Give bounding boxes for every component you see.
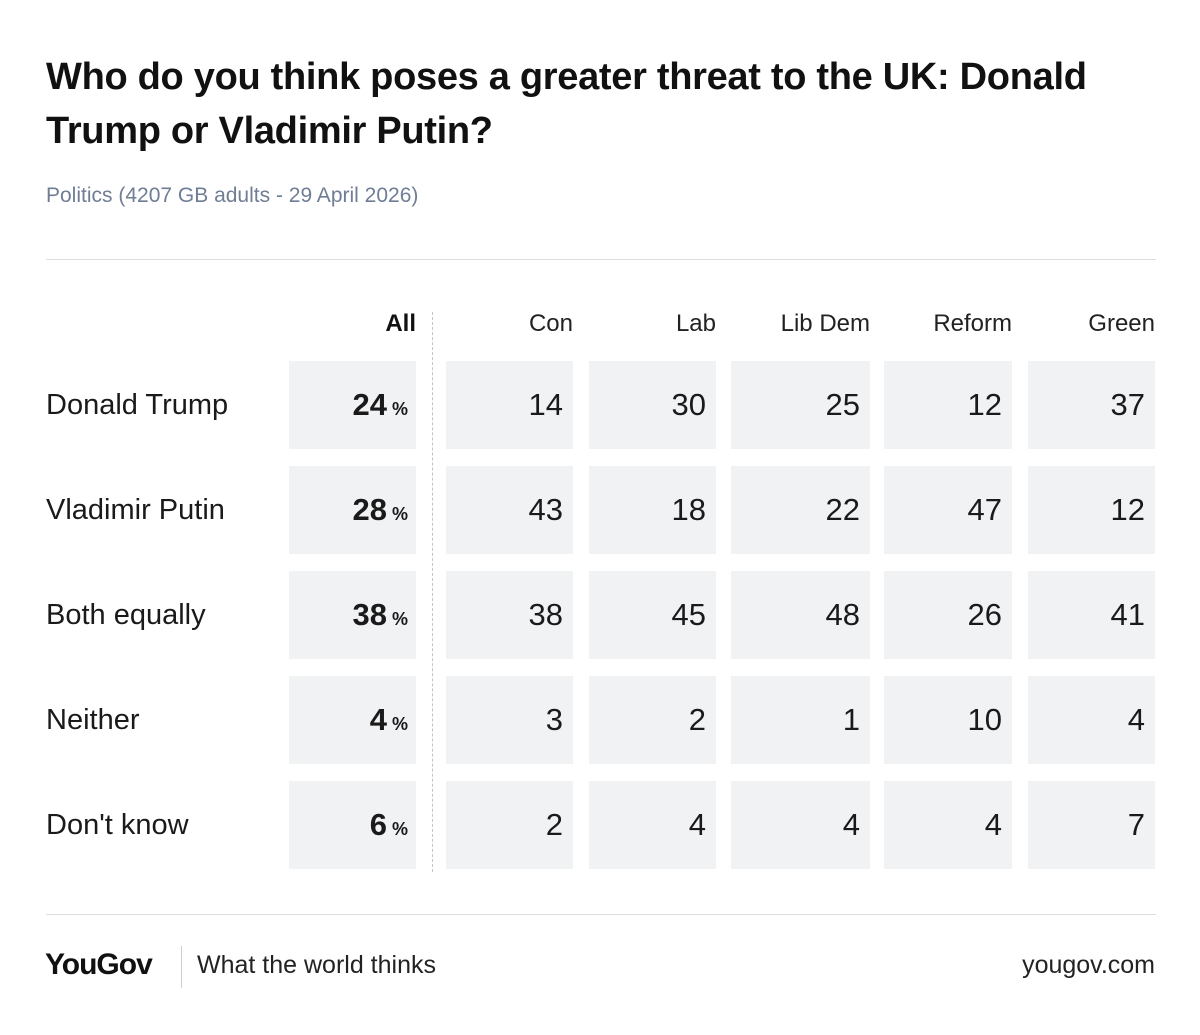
top-divider bbox=[46, 259, 1156, 260]
cell-donald-trump-con: 14 bbox=[446, 361, 573, 449]
cell-both-equally-all: 38% bbox=[289, 571, 416, 659]
cell-don-t-know-all: 6% bbox=[289, 781, 416, 869]
cell-neither-lib-dem: 1 bbox=[731, 676, 870, 764]
cell-vladimir-putin-reform: 47 bbox=[884, 466, 1012, 554]
cell-neither-con: 3 bbox=[446, 676, 573, 764]
cell-both-equally-lab: 45 bbox=[589, 571, 716, 659]
column-header-green: Green bbox=[1088, 310, 1155, 337]
chart-subtitle: Politics (4207 GB adults - 29 April 2026… bbox=[46, 184, 419, 207]
row-label-both-equally: Both equally bbox=[46, 599, 206, 631]
cell-both-equally-reform: 26 bbox=[884, 571, 1012, 659]
percent-unit: % bbox=[391, 399, 408, 419]
cell-value: 38 bbox=[352, 597, 387, 632]
cell-neither-green: 4 bbox=[1028, 676, 1155, 764]
cell-value: 28 bbox=[352, 492, 387, 527]
percent-unit: % bbox=[391, 714, 408, 734]
cell-don-t-know-lib-dem: 4 bbox=[731, 781, 870, 869]
yougov-logo: YouGov bbox=[45, 948, 153, 981]
cell-neither-lab: 2 bbox=[589, 676, 716, 764]
results-table: All Con Lab Lib Dem Reform Green Donald Trump 2… bbox=[46, 310, 1155, 872]
chart-title: Who do you think poses a greater threat … bbox=[46, 56, 1087, 152]
cell-vladimir-putin-all: 28% bbox=[289, 466, 416, 554]
row-label-donald-trump: Donald Trump bbox=[46, 389, 229, 421]
cell-vladimir-putin-con: 43 bbox=[446, 466, 573, 554]
percent-unit: % bbox=[391, 609, 408, 629]
cell-donald-trump-lab: 30 bbox=[589, 361, 716, 449]
row-label-don-t-know: Don't know bbox=[46, 809, 189, 841]
row-label-neither: Neither bbox=[46, 704, 140, 736]
bottom-divider bbox=[46, 914, 1156, 915]
cell-value: 4 bbox=[369, 702, 387, 737]
cell-donald-trump-all: 24% bbox=[289, 361, 416, 449]
cell-vladimir-putin-lib-dem: 22 bbox=[731, 466, 870, 554]
all-column-divider bbox=[432, 312, 433, 872]
cell-vladimir-putin-lab: 18 bbox=[589, 466, 716, 554]
cell-value: 6 bbox=[369, 807, 387, 842]
cell-vladimir-putin-green: 12 bbox=[1028, 466, 1155, 554]
cell-donald-trump-lib-dem: 25 bbox=[731, 361, 870, 449]
cell-don-t-know-reform: 4 bbox=[884, 781, 1012, 869]
footer-tagline: What the world thinks bbox=[197, 951, 436, 979]
percent-unit: % bbox=[391, 819, 408, 839]
cell-donald-trump-green: 37 bbox=[1028, 361, 1155, 449]
percent-unit: % bbox=[391, 504, 408, 524]
cell-don-t-know-lab: 4 bbox=[589, 781, 716, 869]
column-header-lab: Lab bbox=[675, 310, 716, 337]
cell-both-equally-green: 41 bbox=[1028, 571, 1155, 659]
cell-neither-all: 4% bbox=[289, 676, 416, 764]
cell-both-equally-lib-dem: 48 bbox=[731, 571, 870, 659]
cell-don-t-know-con: 2 bbox=[446, 781, 573, 869]
footer-url: yougov.com bbox=[1022, 951, 1155, 979]
column-header-con: Con bbox=[528, 310, 573, 337]
column-header-lib-dem: Lib Dem bbox=[780, 310, 870, 337]
cell-don-t-know-green: 7 bbox=[1028, 781, 1155, 869]
column-header-all: All bbox=[385, 310, 416, 337]
column-header-reform: Reform bbox=[933, 310, 1012, 337]
row-label-vladimir-putin: Vladimir Putin bbox=[46, 494, 225, 526]
cell-donald-trump-reform: 12 bbox=[884, 361, 1012, 449]
cell-neither-reform: 10 bbox=[884, 676, 1012, 764]
footer-separator bbox=[181, 946, 182, 988]
cell-value: 24 bbox=[352, 387, 387, 422]
cell-both-equally-con: 38 bbox=[446, 571, 573, 659]
